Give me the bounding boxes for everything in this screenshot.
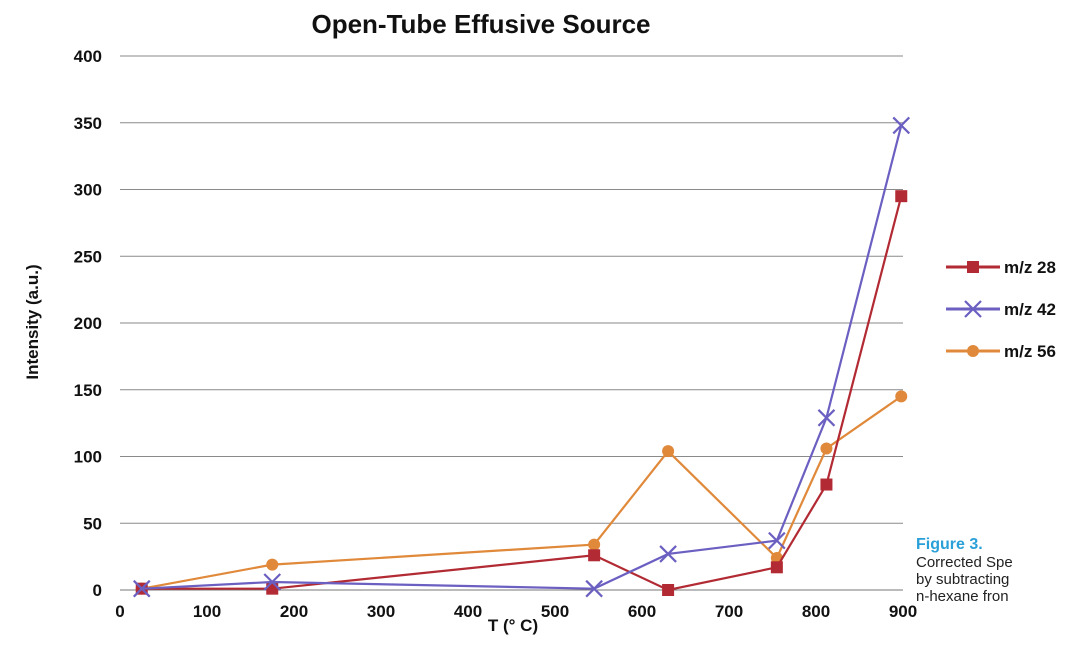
x-tick-label: 500 — [541, 602, 569, 621]
marker-stroke — [585, 579, 603, 598]
data-point — [588, 549, 601, 562]
x-axis-label: T (° C) — [488, 616, 538, 635]
data-point — [266, 558, 279, 571]
data-point — [132, 579, 151, 598]
x-tick-label: 900 — [889, 602, 917, 621]
y-tick-label: 400 — [74, 47, 102, 66]
legend-item: m/z 42 — [946, 300, 1056, 319]
series-m-z-42 — [132, 116, 911, 598]
series-m-z-28 — [135, 190, 908, 596]
y-tick-label: 100 — [74, 448, 102, 467]
series-m-z-56 — [135, 390, 908, 595]
y-axis-ticks: 0 50 100 150 200 250 300 350 400 — [74, 47, 102, 600]
legend-marker — [964, 300, 982, 318]
marker-stroke — [132, 579, 151, 598]
y-tick-label: 200 — [74, 314, 102, 333]
figure-caption: Figure 3. Corrected Spe by subtracting n… — [916, 536, 1072, 605]
legend-item: m/z 56 — [946, 342, 1056, 361]
series-line — [141, 395, 902, 590]
data-point — [817, 409, 836, 427]
legend-label: m/z 42 — [1004, 300, 1056, 319]
x-tick-label: 0 — [115, 602, 124, 621]
legend-label: m/z 56 — [1004, 342, 1056, 361]
data-point — [895, 390, 908, 403]
series-line — [141, 195, 903, 592]
data-point — [588, 538, 601, 551]
legend-label: m/z 28 — [1004, 258, 1056, 277]
series-group — [132, 116, 911, 598]
legend: m/z 28 m/z 42 m/z 56 — [946, 258, 1056, 361]
x-axis-ticks: 0 100 200 300 400 500 600 700 800 900 — [115, 602, 917, 621]
x-tick-label: 700 — [715, 602, 743, 621]
x-tick-label: 800 — [802, 602, 830, 621]
caption-line: by subtracting — [916, 571, 1010, 588]
data-point — [266, 582, 279, 595]
data-point — [895, 190, 908, 203]
y-tick-label: 250 — [74, 247, 102, 266]
chart-title: Open-Tube Effusive Source — [311, 9, 650, 39]
caption-line: n-hexane fron — [916, 588, 1009, 605]
marker-stroke — [768, 531, 786, 550]
x-tick-label: 400 — [454, 602, 482, 621]
legend-marker — [967, 261, 979, 273]
data-point — [662, 584, 675, 596]
figure-label: Figure 3. — [916, 536, 983, 553]
data-point — [585, 579, 603, 598]
legend-item: m/z 28 — [946, 258, 1056, 277]
y-tick-label: 0 — [93, 581, 102, 600]
y-tick-label: 300 — [74, 181, 102, 200]
data-point — [820, 442, 833, 455]
data-point — [659, 545, 677, 563]
marker-stroke — [263, 573, 282, 591]
y-axis-label: Intensity (a.u.) — [23, 264, 42, 379]
x-tick-label: 200 — [280, 602, 308, 621]
data-point — [770, 561, 783, 574]
y-tick-label: 50 — [83, 514, 102, 533]
marker-stroke — [964, 300, 982, 318]
data-point — [768, 531, 786, 550]
data-point — [263, 573, 282, 591]
marker-stroke — [892, 116, 911, 135]
y-tick-label: 150 — [74, 381, 102, 400]
data-point — [662, 445, 675, 458]
data-point — [892, 116, 911, 135]
data-point — [820, 478, 833, 491]
gridlines — [120, 55, 903, 591]
legend-marker — [967, 345, 979, 357]
marker-stroke — [659, 545, 677, 563]
x-tick-label: 600 — [628, 602, 656, 621]
marker-stroke — [817, 409, 836, 427]
x-tick-label: 100 — [193, 602, 221, 621]
caption-line: Corrected Spe — [916, 554, 1013, 571]
x-tick-label: 300 — [367, 602, 395, 621]
y-tick-label: 350 — [74, 114, 102, 133]
series-line — [141, 125, 903, 590]
